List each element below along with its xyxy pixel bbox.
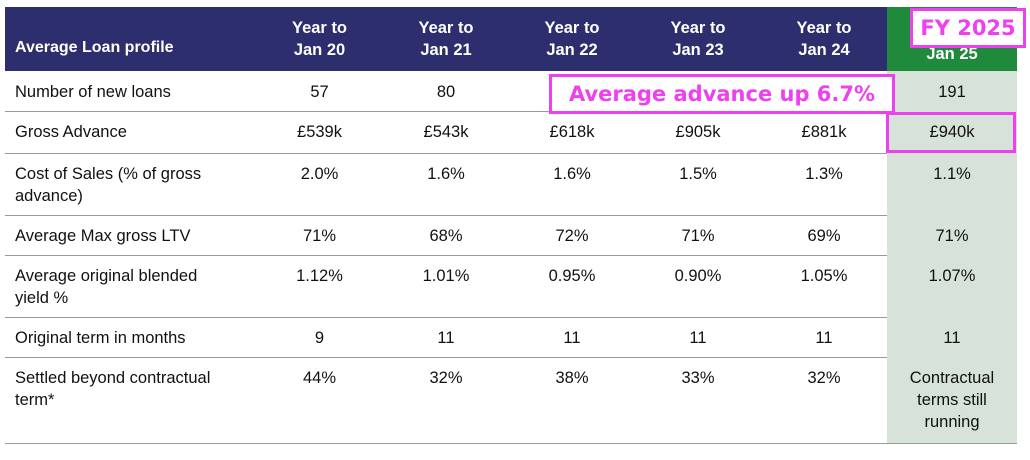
- row-label: Cost of Sales (% of gross advance): [15, 165, 202, 205]
- table-cell: 72%: [555, 227, 589, 245]
- table-cell: 71%: [302, 227, 337, 245]
- table-cell: 44%: [302, 369, 337, 387]
- table-row: Original term in months 9 11 11 11 11 11: [5, 317, 1017, 358]
- table-cell: 68%: [429, 227, 463, 245]
- table-cell: £539k: [297, 123, 342, 141]
- table-cell: 1.01%: [422, 267, 470, 285]
- table-cell: 0.95%: [548, 267, 596, 285]
- column-header-text: Year to Jan 20: [291, 19, 348, 59]
- table-cell: £940k: [887, 111, 1017, 153]
- row-label: Gross Advance: [15, 123, 127, 141]
- table-cell: 1.1%: [887, 153, 1017, 215]
- table-cell: £881k: [801, 123, 847, 141]
- table-cell: 32%: [429, 369, 463, 387]
- average-advance-callout-text: Average advance up 6.7%: [568, 82, 876, 106]
- table-cell: 32%: [807, 369, 841, 387]
- table-cell: 57: [310, 83, 329, 101]
- table-cell: 11: [563, 329, 581, 347]
- table-cell: 2.0%: [300, 165, 339, 183]
- row-label: Average original blended yield %: [15, 267, 198, 307]
- column-header-4: Year to Jan 23: [635, 7, 761, 71]
- table-header-row: Average Loan profile Year to Jan 20 Year t…: [5, 7, 1017, 71]
- table-row: Number of new loans 57 80 191: [5, 71, 1017, 112]
- row-label: Settled beyond contractual term*: [15, 369, 211, 409]
- table-cell: 9: [314, 329, 325, 347]
- header-label-text: Average Loan profile: [15, 39, 174, 56]
- table-cell: 11: [689, 329, 707, 347]
- fy2025-callout: FY 2025: [910, 8, 1026, 48]
- table-cell: 11: [437, 329, 455, 347]
- column-header-text: Year to Jan 21: [418, 19, 474, 59]
- table-cell: 33%: [681, 369, 715, 387]
- table-cell: 1.6%: [553, 165, 591, 183]
- table-cell: 11: [887, 317, 1017, 357]
- table-row: Average original blended yield % 1.12% 1.0…: [5, 255, 1017, 318]
- row-label: Average Max gross LTV: [15, 227, 191, 245]
- gross-advance-fy2025-highlight-box: [886, 112, 1016, 153]
- table-cell: 71%: [681, 227, 715, 245]
- loan-profile-table: Average Loan profile Year to Jan 20 Year t…: [5, 7, 1017, 444]
- column-header-text: Year to Jan 24: [796, 19, 852, 59]
- column-header-text: Jan 25: [926, 45, 978, 63]
- table-cell: 1.3%: [805, 165, 843, 183]
- table-cell: 80: [436, 83, 456, 101]
- table-row: Average Max gross LTV 71% 68% 72% 71% 69% 71%: [5, 215, 1017, 256]
- row-label: Original term in months: [15, 329, 186, 347]
- table-cell: 1.05%: [800, 267, 848, 285]
- table-cell: 71%: [887, 215, 1017, 255]
- header-label-cell: Average Loan profile: [5, 7, 256, 71]
- table-cell: 38%: [555, 369, 589, 387]
- fy2025-callout-text: FY 2025: [920, 16, 1016, 40]
- table-cell: 1.5%: [679, 165, 717, 183]
- row-label: Number of new loans: [15, 83, 171, 101]
- column-header-1: Year to Jan 20: [256, 7, 383, 71]
- column-header-5: Year to Jan 24: [761, 7, 887, 71]
- table-cell: 1.6%: [427, 165, 465, 183]
- table-row: Settled beyond contractual term* 44% 32% 38…: [5, 357, 1017, 444]
- table-cell: 69%: [807, 227, 841, 245]
- table-cell: 1.12%: [296, 267, 343, 285]
- table-cell: Contractual terms still running: [887, 357, 1017, 443]
- table-row: Gross Advance £539k £543k £618k £905k £881k £9…: [5, 111, 1017, 154]
- average-advance-callout: Average advance up 6.7%: [549, 74, 895, 114]
- column-header-3: Year to Jan 22: [509, 7, 635, 71]
- table-cell: £543k: [423, 123, 469, 141]
- table-cell: 191: [887, 71, 1017, 111]
- table-cell: 0.90%: [674, 267, 722, 285]
- table-cell: 1.07%: [887, 255, 1017, 317]
- column-header-text: Year to Jan 23: [670, 19, 726, 59]
- table-row: Cost of Sales (% of gross advance) 2.0% 1.…: [5, 153, 1017, 216]
- column-header-2: Year to Jan 21: [383, 7, 509, 71]
- table-cell: £905k: [675, 123, 721, 141]
- column-header-text: Year to Jan 22: [544, 19, 600, 59]
- table-cell: 11: [815, 329, 833, 347]
- table-cell: £618k: [549, 123, 595, 141]
